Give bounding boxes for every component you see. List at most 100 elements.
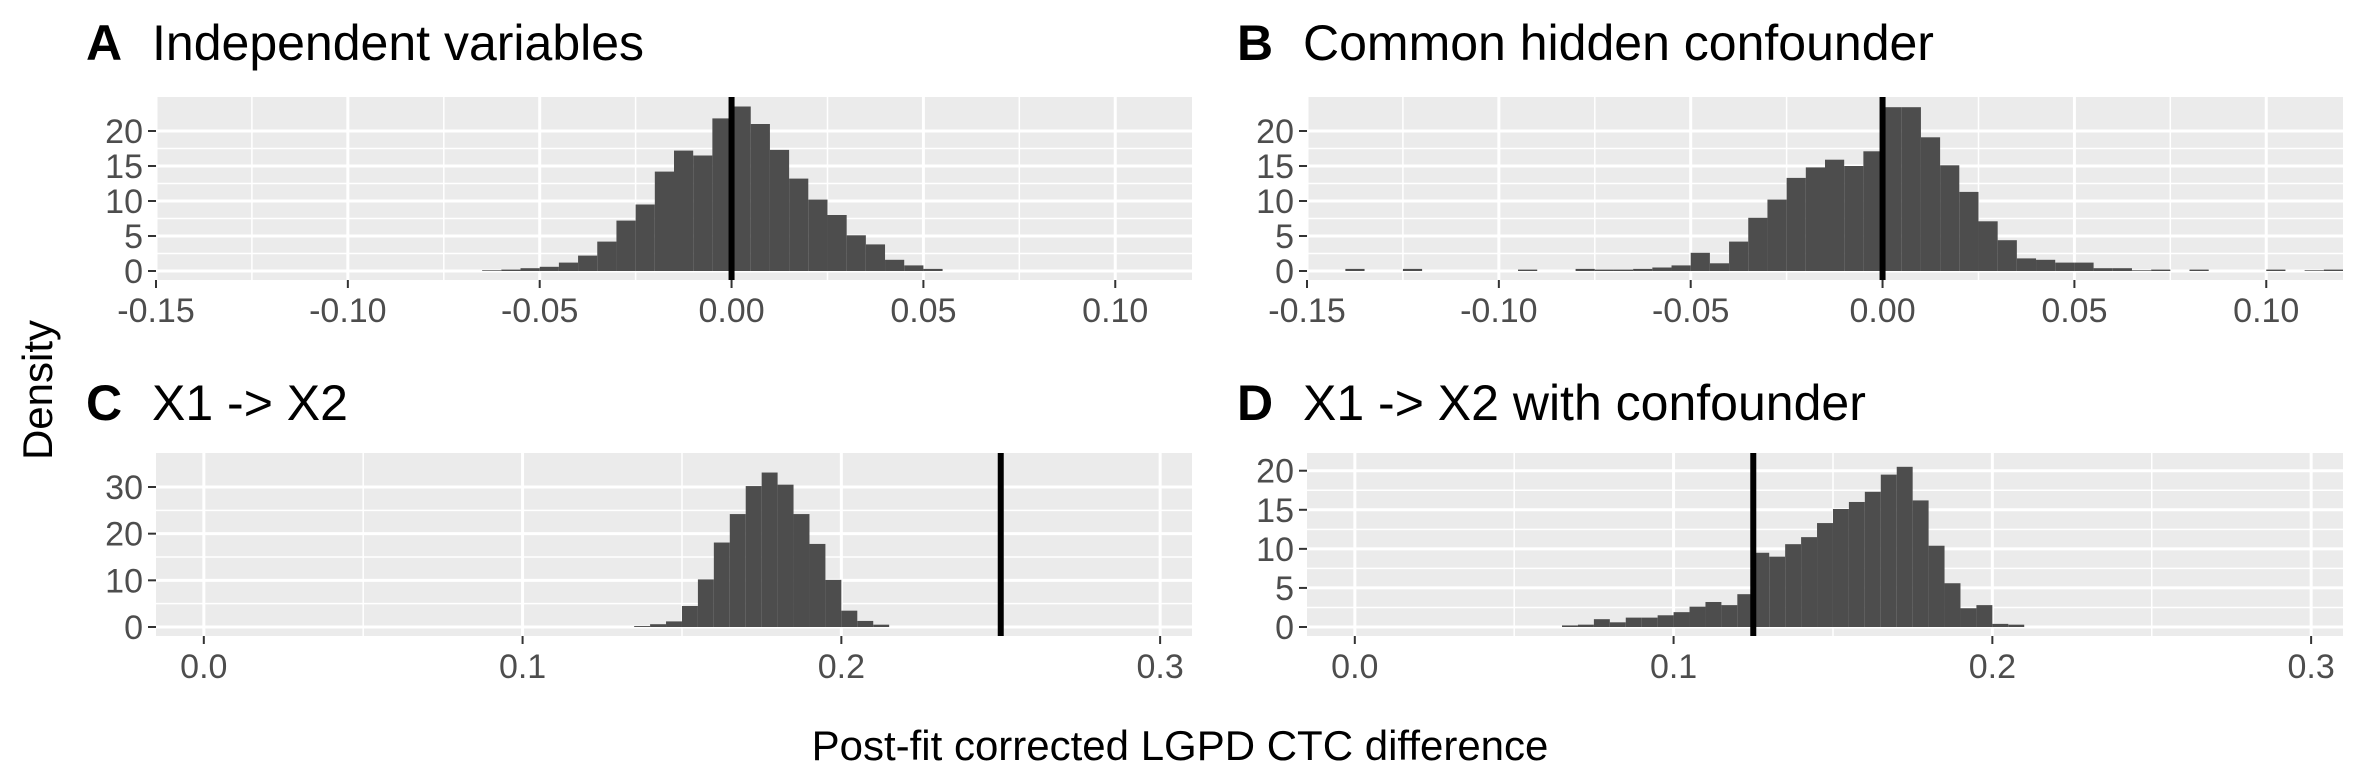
histogram-bar [482,270,502,271]
histogram-bar [1641,617,1658,627]
y-tick-label: 20 [1256,113,1294,151]
histogram-bar [697,579,714,627]
histogram-bar [745,486,762,627]
histogram-bar [729,514,746,627]
x-tick-label: -0.15 [1268,292,1346,330]
histogram-bar [1518,269,1538,271]
histogram-bar [1345,268,1365,271]
histogram-bar [789,178,809,271]
histogram-bar [1705,601,1722,627]
histogram-bar [1928,545,1945,627]
histogram-bar [1805,167,1825,271]
y-tick-label: 5 [1275,570,1294,608]
histogram-bar [809,543,826,627]
panel-letter: B [1237,15,1273,71]
y-tick-label: 0 [124,609,143,647]
histogram-bar [1769,556,1786,627]
panel-title: Common hidden confounder [1303,15,1934,71]
y-axis-title: Density [14,320,61,460]
histogram-bar [1901,107,1921,271]
histogram-bar [1997,240,2017,271]
histogram-bar [1625,617,1642,627]
histogram-bar [693,155,713,271]
histogram-bar [1976,605,1993,627]
histogram-bar [2016,258,2037,271]
x-tick-label: 0.1 [1650,648,1697,686]
histogram-bar [1721,605,1738,627]
histogram-bar [681,606,698,627]
histogram-bar [1817,523,1833,627]
y-tick-label: 15 [1256,148,1294,186]
histogram-bar [841,610,858,627]
x-tick-label: 0.1 [499,648,546,686]
x-tick-label: 0.10 [1082,292,1148,330]
histogram-bar [712,118,732,272]
x-tick-label: 0.00 [1849,292,1915,330]
histogram-bar [654,171,674,271]
histogram-bar [1402,268,1423,271]
panel-c: C X1 -> X2 0.0 0.1 0.2 0.3 0 10 20 30 [86,375,1192,686]
histogram-bar [1882,107,1902,271]
histogram-bar [731,106,751,271]
histogram-bar [873,624,890,627]
plot-background [156,453,1192,636]
x-tick-label: 0.2 [818,648,865,686]
histogram-bar [1786,177,1806,271]
y-tick-label: 0 [1275,609,1294,647]
histogram-bar [2093,268,2113,271]
histogram-bar [923,268,943,271]
histogram-bar [793,514,810,627]
histogram-bar [1863,151,1883,271]
y-tick-label: 0 [1275,253,1294,291]
histogram-bar [1709,263,1730,271]
histogram-bar [634,626,651,627]
histogram-bar [1896,466,1913,627]
histogram-bar [1844,166,1864,271]
y-tick-label: 5 [1275,218,1294,256]
y-tick-label: 20 [105,516,143,554]
histogram-bar [808,199,828,271]
histogram-bar [1960,608,1977,627]
histogram-bar [713,542,730,627]
histogram-bar [558,262,579,271]
y-tick-label: 20 [1256,453,1294,491]
x-tick-label: 0.05 [2041,292,2107,330]
histogram-bar [1864,491,1881,627]
histogram-bar [1689,606,1706,627]
histogram-bar [825,579,842,627]
histogram-bar [1633,268,1653,271]
histogram-bar [1912,500,1929,627]
panel-letter: A [86,15,122,71]
histogram-bar [1613,269,1634,271]
panel-title: X1 -> X2 [152,375,348,431]
histogram-bar [1940,165,1960,271]
histogram-bar [1832,509,1849,627]
y-tick-label: 30 [105,469,143,507]
histogram-bar [761,472,778,627]
y-tick-label: 10 [105,183,143,221]
histogram-bar [2036,259,2056,271]
panel-d: D X1 -> X2 with confounder 0.0 0.1 0.2 0.3 0… [1237,375,2343,686]
histogram-bar [1848,501,1865,627]
histogram-bar [520,268,540,271]
histogram-bar [616,220,636,271]
histogram-bar [2304,270,2324,271]
y-tick-label: 5 [124,218,143,256]
histogram-bar [1992,623,2009,627]
histogram-bar [2266,269,2286,271]
x-tick-label: -0.15 [117,292,195,330]
panel-letter: D [1237,375,1273,431]
histogram-bar [501,269,521,271]
histogram-bar [827,215,847,271]
histogram-bar [1562,625,1578,627]
histogram-bar [1593,619,1610,627]
y-tick-label: 15 [1256,492,1294,530]
y-tick-label: 0 [124,253,143,291]
histogram-bar [1575,268,1595,271]
histogram-bar [885,259,905,271]
histogram-bar [2151,269,2171,271]
histogram-bar [865,244,886,271]
histogram-bar [1673,612,1690,627]
histogram-bar [1657,615,1674,627]
